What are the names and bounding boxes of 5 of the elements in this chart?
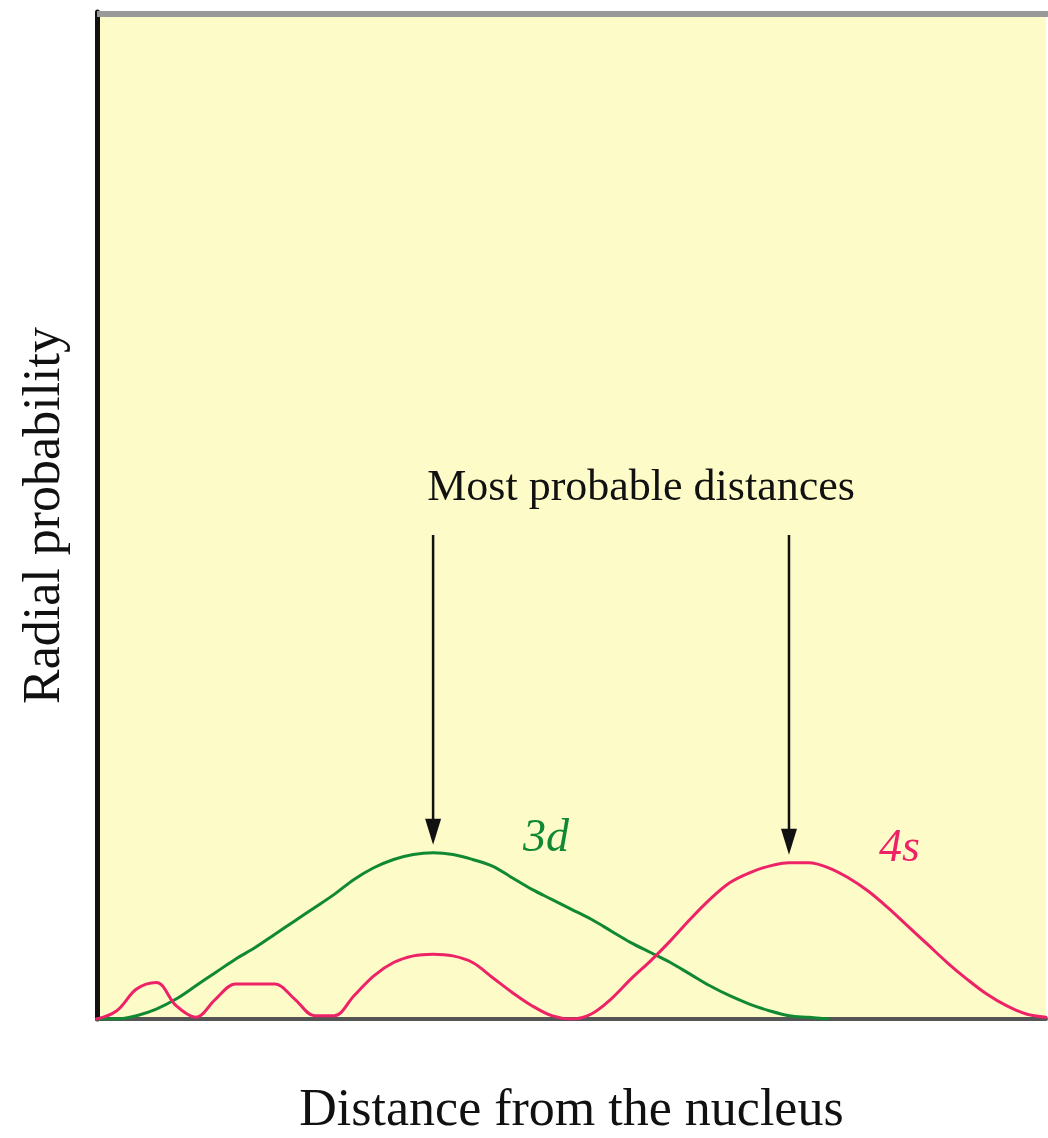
text: Most probable distances	[427, 460, 855, 510]
series-label: 4s	[878, 820, 920, 872]
y-axis-title: Radial probability	[12, 327, 70, 704]
x-axis-title: Distance from the nucleus	[299, 1078, 844, 1136]
series-label: 3d	[522, 810, 571, 862]
